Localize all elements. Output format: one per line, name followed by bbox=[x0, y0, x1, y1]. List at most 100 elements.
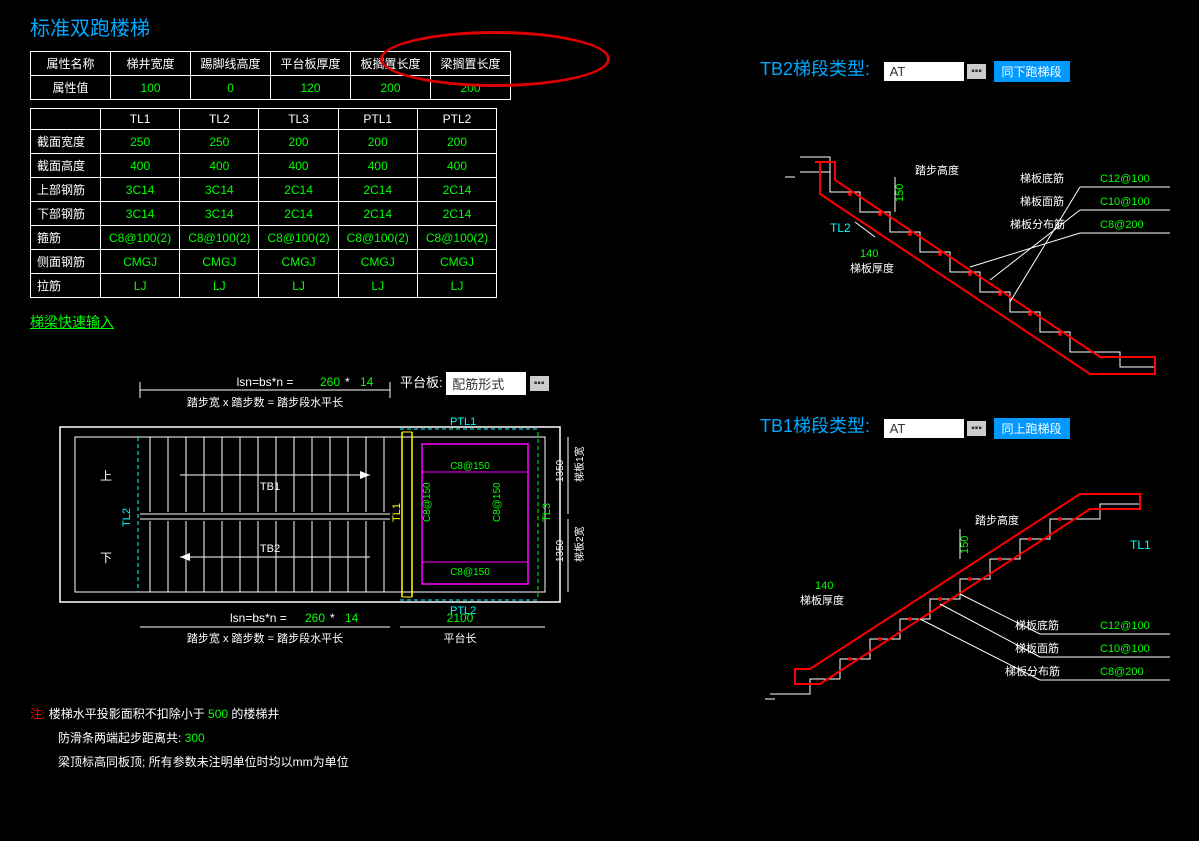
beam-col-2: TL3 bbox=[259, 109, 338, 130]
platform-label: 平台板: bbox=[400, 375, 443, 390]
note-1b: 500 bbox=[208, 707, 228, 721]
beam-cell[interactable]: C8@100(2) bbox=[180, 226, 259, 250]
svg-text:梯板1宽: 梯板1宽 bbox=[573, 446, 586, 482]
tb2-dropdown-btn[interactable]: ▪▪▪ bbox=[967, 64, 986, 79]
beam-cell[interactable]: 400 bbox=[180, 154, 259, 178]
beam-col-1: TL2 bbox=[180, 109, 259, 130]
svg-text:下: 下 bbox=[100, 551, 112, 565]
beam-cell[interactable]: 2C14 bbox=[417, 202, 496, 226]
beam-cell[interactable]: LJ bbox=[180, 274, 259, 298]
svg-text:150: 150 bbox=[894, 184, 906, 202]
svg-text:梯板底筋: 梯板底筋 bbox=[1015, 618, 1059, 632]
beam-cell[interactable]: 250 bbox=[101, 130, 180, 154]
tb1-sync-button[interactable]: 同上跑梯段 bbox=[994, 418, 1070, 439]
beam-cell[interactable]: C8@100(2) bbox=[259, 226, 338, 250]
attr-val-2[interactable]: 120 bbox=[271, 76, 351, 100]
svg-text:14: 14 bbox=[345, 611, 359, 625]
beam-row-label: 侧面钢筋 bbox=[31, 250, 101, 274]
beam-col-blank bbox=[31, 109, 101, 130]
beam-col-3: PTL1 bbox=[338, 109, 417, 130]
svg-text:C8@150: C8@150 bbox=[450, 461, 490, 472]
beam-cell[interactable]: CMGJ bbox=[180, 250, 259, 274]
svg-text:梯板分布筋: 梯板分布筋 bbox=[1010, 217, 1065, 231]
beam-row-label: 箍筋 bbox=[31, 226, 101, 250]
svg-text:上: 上 bbox=[100, 469, 112, 483]
notes-section: 注: 楼梯水平投影面积不扣除小于 500 的楼梯井 防滑条两端起步距离共: 30… bbox=[30, 702, 630, 774]
svg-text:14: 14 bbox=[360, 375, 374, 389]
beam-col-0: TL1 bbox=[101, 109, 180, 130]
svg-text:1350: 1350 bbox=[555, 539, 566, 562]
beam-cell[interactable]: CMGJ bbox=[338, 250, 417, 274]
beam-cell[interactable]: 400 bbox=[417, 154, 496, 178]
svg-text:C8@150: C8@150 bbox=[450, 567, 490, 578]
svg-text:TL1: TL1 bbox=[1140, 381, 1161, 382]
beam-cell[interactable]: 3C14 bbox=[101, 178, 180, 202]
beam-cell[interactable]: 250 bbox=[180, 130, 259, 154]
attribute-table: 属性名称 梯井宽度 踢脚线高度 平台板厚度 板搁置长度 梁搁置长度 属性值 10… bbox=[30, 51, 511, 100]
note-1a: 楼梯水平投影面积不扣除小于 bbox=[49, 707, 205, 721]
beam-cell[interactable]: 400 bbox=[101, 154, 180, 178]
svg-text:TB2: TB2 bbox=[260, 543, 280, 555]
attr-header-4: 板搁置长度 bbox=[351, 52, 431, 76]
tb1-dropdown-btn[interactable]: ▪▪▪ bbox=[967, 421, 986, 436]
beam-cell[interactable]: LJ bbox=[338, 274, 417, 298]
beam-cell[interactable]: 2C14 bbox=[338, 202, 417, 226]
attr-val-3[interactable]: 200 bbox=[351, 76, 431, 100]
beam-cell[interactable]: LJ bbox=[259, 274, 338, 298]
beam-cell[interactable]: C8@100(2) bbox=[417, 226, 496, 250]
note-3: 梁顶标高同板顶; 所有参数未注明单位时均以mm为单位 bbox=[58, 755, 349, 769]
beam-cell[interactable]: 2C14 bbox=[259, 178, 338, 202]
beam-cell[interactable]: CMGJ bbox=[101, 250, 180, 274]
svg-text:lsn=bs*n =: lsn=bs*n = bbox=[230, 611, 287, 625]
beam-row-label: 上部钢筋 bbox=[31, 178, 101, 202]
platform-dropdown-btn[interactable]: ▪▪▪ bbox=[530, 376, 549, 391]
beam-cell[interactable]: 2C14 bbox=[338, 178, 417, 202]
beam-col-4: PTL2 bbox=[417, 109, 496, 130]
beam-cell[interactable]: LJ bbox=[101, 274, 180, 298]
svg-text:140: 140 bbox=[860, 248, 878, 260]
beam-cell[interactable]: CMGJ bbox=[259, 250, 338, 274]
tb2-dropdown[interactable]: AT bbox=[884, 62, 964, 81]
attr-val-0[interactable]: 100 bbox=[111, 76, 191, 100]
beam-cell[interactable]: C8@100(2) bbox=[101, 226, 180, 250]
quick-input-link[interactable]: 梯梁快速输入 bbox=[30, 312, 114, 332]
beam-row-label: 截面高度 bbox=[31, 154, 101, 178]
platform-dropdown[interactable]: 配筋形式 bbox=[446, 372, 526, 395]
svg-text:梯板分布筋: 梯板分布筋 bbox=[1005, 664, 1060, 678]
beam-cell[interactable]: 3C14 bbox=[180, 178, 259, 202]
svg-text:140: 140 bbox=[815, 580, 833, 592]
beam-cell[interactable]: 400 bbox=[259, 154, 338, 178]
beam-cell[interactable]: 200 bbox=[417, 130, 496, 154]
beam-cell[interactable]: C8@100(2) bbox=[338, 226, 417, 250]
attr-val-1[interactable]: 0 bbox=[191, 76, 271, 100]
svg-text:踏步宽 x 踏步数 = 踏步段水平长: 踏步宽 x 踏步数 = 踏步段水平长 bbox=[187, 395, 343, 409]
svg-text:C12@100: C12@100 bbox=[1100, 173, 1150, 185]
svg-text:平台长: 平台长 bbox=[444, 631, 477, 645]
tb2-title: TB2梯段类型: bbox=[760, 55, 870, 81]
tb1-dropdown[interactable]: AT bbox=[884, 419, 964, 438]
svg-text:TL2: TL2 bbox=[121, 508, 133, 527]
svg-text:梯板厚度: 梯板厚度 bbox=[850, 261, 894, 275]
beam-cell[interactable]: 2C14 bbox=[259, 202, 338, 226]
beam-cell[interactable]: CMGJ bbox=[417, 250, 496, 274]
beam-cell[interactable]: 3C14 bbox=[101, 202, 180, 226]
beam-table: TL1 TL2 TL3 PTL1 PTL2 截面宽度25025020020020… bbox=[30, 108, 497, 298]
beam-cell[interactable]: 400 bbox=[338, 154, 417, 178]
beam-cell[interactable]: 200 bbox=[338, 130, 417, 154]
beam-cell[interactable]: 2C14 bbox=[417, 178, 496, 202]
attr-val-4[interactable]: 200 bbox=[431, 76, 511, 100]
svg-text:TL2: TL2 bbox=[830, 221, 851, 235]
note-prefix: 注: bbox=[30, 707, 45, 721]
attr-header-1: 梯井宽度 bbox=[111, 52, 191, 76]
svg-text:梯板底筋: 梯板底筋 bbox=[1020, 171, 1064, 185]
tb1-header: TB1梯段类型: AT ▪▪▪ 同上跑梯段 bbox=[760, 412, 1180, 439]
tb2-sync-button[interactable]: 同下跑梯段 bbox=[994, 61, 1070, 82]
attr-header-0: 属性名称 bbox=[31, 52, 111, 76]
beam-cell[interactable]: 3C14 bbox=[180, 202, 259, 226]
beam-cell[interactable]: LJ bbox=[417, 274, 496, 298]
svg-text:C12@100: C12@100 bbox=[1100, 620, 1150, 632]
beam-cell[interactable]: 200 bbox=[259, 130, 338, 154]
svg-text:lsn=bs*n =: lsn=bs*n = bbox=[237, 375, 294, 389]
svg-text:150: 150 bbox=[959, 536, 971, 554]
svg-text:梯板2宽: 梯板2宽 bbox=[573, 526, 586, 562]
